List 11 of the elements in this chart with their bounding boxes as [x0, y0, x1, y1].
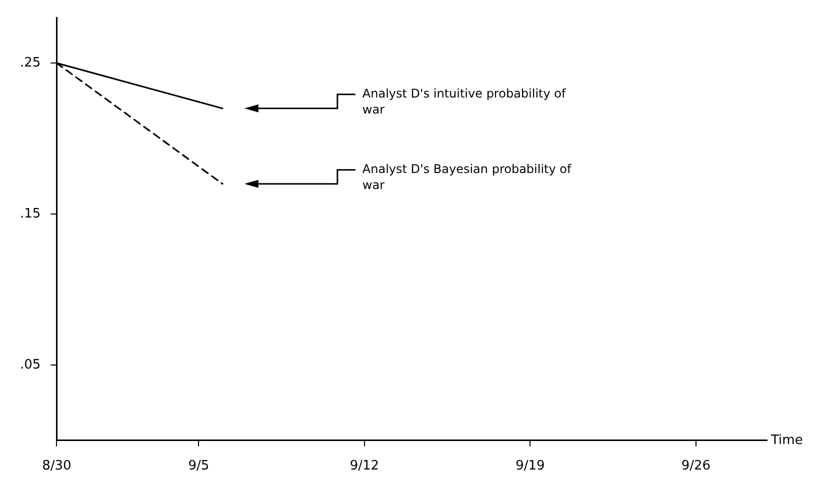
- x-tick-label: 9/5: [188, 458, 210, 474]
- text: Analyst D's Bayesian probability of war: [362, 162, 572, 192]
- y-tick-label: .05: [20, 357, 41, 372]
- text: Analyst D's intuitive probability of war: [362, 86, 566, 116]
- y-tick-label: .15: [20, 206, 41, 222]
- x-tick-label: 9/12: [350, 458, 380, 474]
- x-tick-label: 9/26: [681, 458, 711, 474]
- x-tick-label: 8/30: [42, 458, 72, 474]
- x-tick-label: 9/19: [516, 458, 545, 474]
- y-tick-label: .25: [20, 55, 41, 70]
- x-axis-title: Time: [770, 432, 803, 448]
